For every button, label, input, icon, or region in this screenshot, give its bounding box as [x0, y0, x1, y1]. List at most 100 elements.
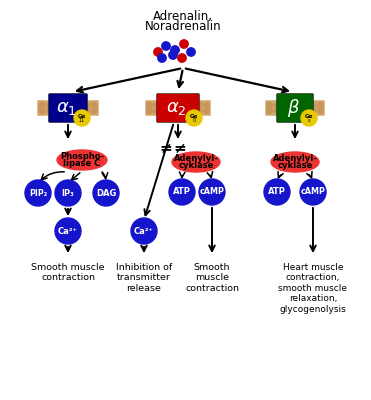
Circle shape [55, 218, 81, 244]
Circle shape [204, 108, 209, 114]
Circle shape [158, 54, 166, 62]
Circle shape [154, 48, 162, 56]
Circle shape [310, 108, 316, 114]
Circle shape [147, 102, 152, 108]
Circle shape [281, 102, 287, 108]
Circle shape [267, 102, 272, 108]
Circle shape [168, 102, 174, 108]
Circle shape [267, 108, 272, 114]
Circle shape [76, 102, 82, 108]
Circle shape [296, 108, 301, 114]
Ellipse shape [172, 152, 220, 172]
FancyBboxPatch shape [157, 94, 200, 122]
Text: Inhibition of
transmitter
release: Inhibition of transmitter release [116, 263, 172, 293]
Circle shape [301, 110, 317, 126]
Circle shape [93, 180, 119, 206]
Text: 11: 11 [79, 118, 85, 123]
Text: Adrenalin,: Adrenalin, [153, 10, 213, 23]
FancyBboxPatch shape [266, 100, 325, 116]
Ellipse shape [271, 152, 319, 172]
Text: $\alpha_2$: $\alpha_2$ [166, 99, 186, 117]
Circle shape [178, 54, 186, 62]
Circle shape [199, 179, 225, 205]
Circle shape [281, 108, 287, 114]
Circle shape [169, 179, 195, 205]
Circle shape [303, 102, 309, 108]
Circle shape [197, 102, 202, 108]
Text: cyklase: cyklase [178, 161, 214, 170]
Text: ATP: ATP [268, 188, 286, 196]
Circle shape [169, 51, 177, 59]
Text: cAMP: cAMP [301, 188, 325, 196]
Circle shape [289, 108, 294, 114]
Circle shape [54, 102, 60, 108]
Circle shape [318, 108, 323, 114]
Text: ≠: ≠ [160, 140, 173, 156]
Text: cAMP: cAMP [200, 188, 224, 196]
Text: $\alpha_1$: $\alpha_1$ [56, 99, 76, 117]
Circle shape [91, 108, 97, 114]
Circle shape [204, 102, 209, 108]
Circle shape [62, 108, 67, 114]
Circle shape [46, 102, 52, 108]
Circle shape [154, 102, 160, 108]
Circle shape [84, 108, 89, 114]
Text: Adenylyl-: Adenylyl- [174, 154, 219, 163]
Text: lipase C: lipase C [63, 159, 101, 168]
Circle shape [69, 108, 75, 114]
Circle shape [318, 102, 323, 108]
Circle shape [162, 42, 170, 50]
Circle shape [182, 102, 188, 108]
Circle shape [84, 102, 89, 108]
FancyBboxPatch shape [276, 94, 313, 122]
Circle shape [39, 102, 45, 108]
Circle shape [147, 108, 152, 114]
Circle shape [175, 102, 181, 108]
Circle shape [264, 179, 290, 205]
Circle shape [190, 108, 195, 114]
Text: Smooth muscle
contraction: Smooth muscle contraction [31, 263, 105, 282]
Circle shape [25, 180, 51, 206]
Text: PIP₂: PIP₂ [29, 188, 47, 198]
Circle shape [303, 108, 309, 114]
Circle shape [310, 102, 316, 108]
Text: 0: 0 [193, 118, 196, 123]
Circle shape [168, 108, 174, 114]
Circle shape [55, 180, 81, 206]
Circle shape [154, 108, 160, 114]
Circle shape [300, 179, 326, 205]
FancyBboxPatch shape [145, 100, 210, 116]
Circle shape [197, 108, 202, 114]
Text: $\beta$: $\beta$ [286, 97, 299, 119]
FancyBboxPatch shape [37, 100, 98, 116]
Text: DAG: DAG [96, 188, 116, 198]
Circle shape [62, 102, 67, 108]
Circle shape [274, 108, 280, 114]
Circle shape [54, 108, 60, 114]
Text: ≠: ≠ [174, 140, 186, 156]
Text: IP₃: IP₃ [62, 188, 74, 198]
Circle shape [74, 110, 90, 126]
Circle shape [76, 108, 82, 114]
Circle shape [190, 102, 195, 108]
Circle shape [171, 46, 179, 54]
Text: ATP: ATP [173, 188, 191, 196]
Ellipse shape [57, 150, 107, 170]
Text: Phospho-: Phospho- [60, 152, 104, 161]
Text: s: s [308, 118, 310, 123]
Circle shape [131, 218, 157, 244]
Circle shape [161, 108, 167, 114]
Circle shape [296, 102, 301, 108]
Circle shape [187, 48, 195, 56]
Text: Noradrenalin: Noradrenalin [145, 20, 221, 33]
Text: Gα: Gα [190, 114, 198, 118]
FancyBboxPatch shape [49, 94, 88, 122]
Circle shape [182, 108, 188, 114]
Circle shape [46, 108, 52, 114]
Text: Smooth
muscle
contraction: Smooth muscle contraction [185, 263, 239, 293]
Text: Adenylyl-: Adenylyl- [273, 154, 318, 163]
Circle shape [180, 40, 188, 48]
Circle shape [175, 108, 181, 114]
Text: Gα: Gα [78, 114, 86, 118]
Text: Gα: Gα [305, 114, 313, 118]
